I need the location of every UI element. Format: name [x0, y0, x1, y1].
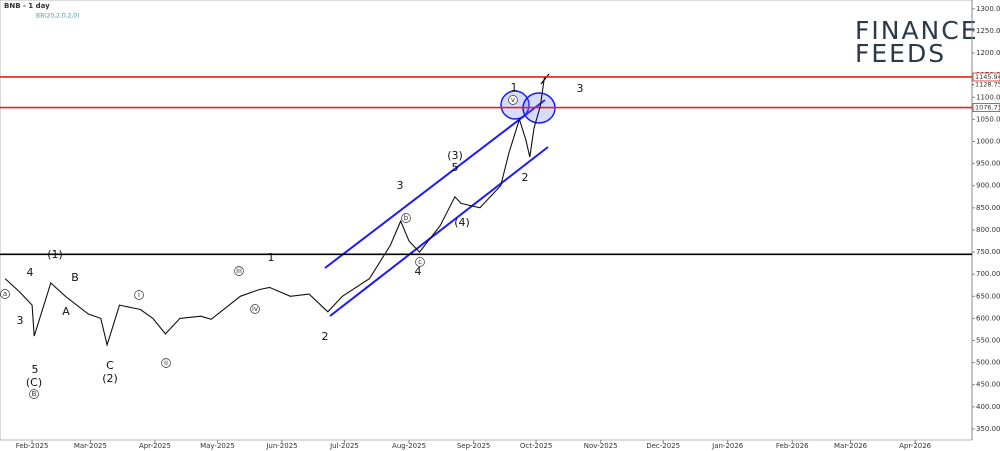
y-tick-label: 750.00: [976, 248, 1000, 256]
wave-circle: [0, 289, 10, 299]
x-tick-label: Apr-2026: [899, 442, 932, 450]
x-tick-label: Apr-2025: [139, 442, 171, 450]
x-tick-label: Jan-2026: [711, 442, 744, 450]
y-tick-label: 400.00: [976, 403, 1000, 411]
wave-label: 3: [577, 82, 584, 95]
y-tick-label: 1250.00: [976, 27, 1000, 35]
wave-label: (2): [102, 372, 118, 385]
wave-label: A: [62, 305, 70, 318]
price-line: [4, 77, 545, 347]
arrow: [540, 73, 550, 85]
wave-label: 1: [511, 81, 518, 94]
plot-area: [0, 0, 973, 441]
y-tick-label: 900.00: [976, 182, 1000, 190]
x-tick-label: Mar-2026: [834, 442, 868, 450]
wave-label: ii: [164, 359, 168, 367]
logo-bottom: FEEDS: [855, 39, 946, 68]
x-tick-label: Sep-2025: [457, 442, 491, 450]
highlight-circle: [500, 90, 530, 120]
y-tick-label: 600.00: [976, 314, 1000, 322]
price-label-box: [972, 103, 1000, 112]
wave-label: 4: [415, 265, 422, 278]
wave-circle: [415, 257, 425, 267]
x-tick-label: Nov-2025: [584, 442, 618, 450]
wave-label: B: [71, 271, 79, 284]
x-tick-label: Mar-2025: [74, 442, 107, 450]
x-tick-label: Feb-2025: [16, 442, 49, 450]
wave-label: v: [511, 96, 515, 104]
x-tick-label: Jun-2025: [265, 442, 297, 450]
price-label: 1145.94: [975, 73, 1000, 81]
wave-circle: [29, 389, 39, 399]
y-tick-label: 500.00: [976, 359, 1000, 367]
x-tick-label: May-2025: [200, 442, 235, 450]
x-tick-label: Feb-2026: [776, 442, 809, 450]
wave-circle: [161, 358, 171, 368]
x-tick-label: Aug-2025: [392, 442, 426, 450]
x-tick-label: Jul-2025: [329, 442, 359, 450]
y-tick-label: 650.00: [976, 292, 1000, 300]
wave-label: 3: [17, 314, 24, 327]
y-tick-label: 1000.00: [976, 138, 1000, 146]
wave-circle: [250, 304, 260, 314]
wave-label: B: [32, 390, 37, 398]
wave-label: 5: [452, 161, 459, 174]
logo-top: FINANCE: [855, 16, 979, 45]
wave-label: iv: [252, 305, 258, 313]
y-tick-label: 550.00: [976, 337, 1000, 345]
wave-label: (1): [47, 248, 63, 261]
y-tick-label: 350.00: [976, 425, 1000, 433]
price-label: 1076.73: [975, 104, 1000, 112]
wave-label: (4): [454, 216, 470, 229]
wave-label: 2: [522, 171, 529, 184]
wave-label: (C): [26, 376, 42, 389]
price-label-box: [972, 72, 1000, 82]
y-tick-label: 850.00: [976, 204, 1000, 212]
channel-lower: [329, 146, 549, 317]
y-tick-label: 1100.00: [976, 93, 1000, 101]
y-tick-label: 1050.00: [976, 115, 1000, 123]
y-tick-label: 1200.00: [976, 49, 1000, 57]
y-tick-label: 800.00: [976, 226, 1000, 234]
wave-label: b: [404, 214, 409, 222]
x-tick-label: Oct-2025: [520, 442, 552, 450]
y-tick-label: 950.00: [976, 160, 1000, 168]
wave-circle: [401, 213, 411, 223]
wave-label: 2: [322, 330, 329, 343]
y-tick-label: 450.00: [976, 381, 1000, 389]
wave-label: i: [138, 291, 140, 299]
x-tick-label: Dec-2025: [646, 442, 680, 450]
indicator-label: BB(20,2,0,2,0): [36, 13, 79, 20]
y-tick-label: 700.00: [976, 270, 1000, 278]
wave-label: 1: [268, 251, 275, 264]
wave-label: C: [106, 359, 114, 372]
wave-circle: [508, 95, 518, 105]
wave-circle: [134, 290, 144, 300]
wave-label: 5: [32, 363, 39, 376]
wave-label: (3): [447, 149, 463, 162]
chart-title: BNB - 1 day: [4, 2, 50, 10]
wave-label: 4: [27, 266, 34, 279]
wave-label: c: [418, 258, 422, 266]
wave-label: 3: [397, 179, 404, 192]
wave-circle: [234, 266, 244, 276]
y-tick-label: 1300.00: [976, 5, 1000, 13]
wave-label: iii: [236, 267, 242, 275]
wave-label: a: [3, 290, 7, 298]
channel-upper: [324, 99, 546, 269]
last-price-label: 1128.75: [975, 81, 1000, 89]
